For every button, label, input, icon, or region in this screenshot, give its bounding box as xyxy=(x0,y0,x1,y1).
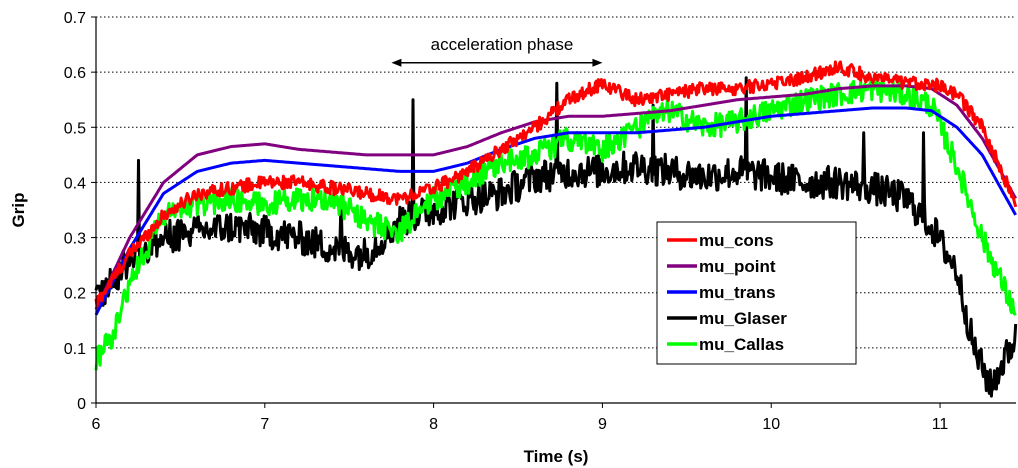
annotation-arrowhead-right xyxy=(592,58,603,67)
y-tick-label: 0 xyxy=(77,396,86,413)
x-tick-label: 6 xyxy=(92,416,101,433)
y-tick-label: 0.3 xyxy=(64,231,86,248)
legend-label-mu_Callas: mu_Callas xyxy=(699,335,784,354)
x-tick-label: 10 xyxy=(762,416,780,433)
x-tick-label: 9 xyxy=(598,416,607,433)
axes xyxy=(91,16,1016,408)
x-tick-label: 8 xyxy=(429,416,438,433)
x-axis-title: Time (s) xyxy=(524,447,589,466)
legend: mu_cons mu_point mu_trans mu_Glaser mu_Calla… xyxy=(656,221,857,365)
y-tick-label: 0.4 xyxy=(64,175,86,192)
legend-label-mu_Glaser: mu_Glaser xyxy=(699,309,787,328)
series-line-mu_Glaser xyxy=(94,76,1018,398)
data-series xyxy=(94,60,1018,398)
y-tick-label: 0.2 xyxy=(64,286,86,303)
y-axis-title: Grip xyxy=(9,193,28,228)
legend-label-mu_point: mu_point xyxy=(699,257,776,276)
tick-labels: 0 0.1 0.2 0.3 0.4 0.5 0.6 0.7 6 7 8 9 10 11 xyxy=(64,10,949,433)
series-line-mu_point xyxy=(94,84,1017,310)
acceleration-phase-annotation: acceleration phase xyxy=(391,35,603,67)
y-tick-label: 0.5 xyxy=(64,120,86,137)
annotation-label: acceleration phase xyxy=(431,35,574,54)
series-line-mu_cons xyxy=(94,60,1018,308)
legend-label-mu_trans: mu_trans xyxy=(699,283,776,302)
series-line-mu_trans xyxy=(94,106,1017,316)
y-tick-label: 0.7 xyxy=(64,10,86,27)
x-tick-label: 7 xyxy=(260,416,269,433)
x-tick-label: 11 xyxy=(932,416,949,433)
y-tick-label: 0.1 xyxy=(64,341,86,358)
annotation-arrowhead-left xyxy=(391,58,402,67)
legend-label-mu_cons: mu_cons xyxy=(699,231,774,250)
series-line-mu_Callas xyxy=(94,78,1017,371)
y-tick-label: 0.6 xyxy=(64,65,86,82)
